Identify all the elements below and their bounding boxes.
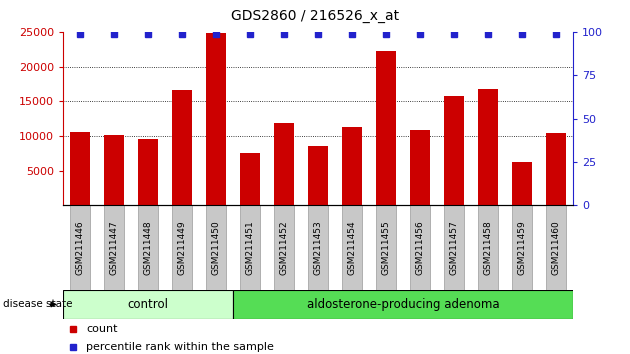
Text: GSM211448: GSM211448 (144, 221, 152, 275)
Bar (546, 205, 566, 290)
Text: GSM211456: GSM211456 (416, 221, 425, 275)
Bar (206, 33, 226, 205)
Bar (70, 205, 90, 290)
Text: GSM211449: GSM211449 (178, 221, 186, 275)
Bar (104, 205, 124, 290)
Text: GSM211446: GSM211446 (76, 221, 84, 275)
Text: GSM211458: GSM211458 (484, 221, 493, 275)
Bar (410, 205, 430, 290)
Bar (274, 123, 294, 205)
Bar (410, 130, 430, 205)
Text: GSM211455: GSM211455 (382, 221, 391, 275)
Bar (478, 90, 498, 205)
Text: disease state: disease state (3, 299, 72, 309)
Text: GSM211454: GSM211454 (348, 221, 357, 275)
Bar (512, 205, 532, 290)
Text: count: count (86, 324, 117, 334)
Bar (240, 205, 260, 290)
Text: GDS2860 / 216526_x_at: GDS2860 / 216526_x_at (231, 9, 399, 23)
Bar (342, 127, 362, 205)
Text: GSM211447: GSM211447 (110, 221, 118, 275)
Bar (104, 135, 124, 205)
Bar (308, 146, 328, 205)
Bar (63, 290, 233, 319)
Bar (478, 205, 498, 290)
Bar (138, 139, 158, 205)
Bar (70, 132, 90, 205)
Bar (274, 205, 294, 290)
Text: GSM211453: GSM211453 (314, 221, 323, 275)
Bar (444, 205, 464, 290)
Bar (308, 205, 328, 290)
Bar (233, 290, 573, 319)
Text: GSM211451: GSM211451 (246, 221, 255, 275)
Text: percentile rank within the sample: percentile rank within the sample (86, 342, 274, 352)
Text: GSM211460: GSM211460 (552, 221, 561, 275)
Bar (172, 90, 192, 205)
Bar (376, 205, 396, 290)
Text: GSM211459: GSM211459 (518, 221, 527, 275)
Bar (342, 205, 362, 290)
Text: aldosterone-producing adenoma: aldosterone-producing adenoma (307, 298, 500, 311)
Bar (376, 51, 396, 205)
Bar (240, 153, 260, 205)
Bar (206, 205, 226, 290)
Bar (546, 133, 566, 205)
Bar (172, 205, 192, 290)
Text: control: control (127, 298, 169, 311)
Bar (138, 205, 158, 290)
Text: GSM211452: GSM211452 (280, 221, 289, 275)
Text: GSM211457: GSM211457 (450, 221, 459, 275)
Text: GSM211450: GSM211450 (212, 221, 220, 275)
Bar (444, 96, 464, 205)
Bar (512, 162, 532, 205)
